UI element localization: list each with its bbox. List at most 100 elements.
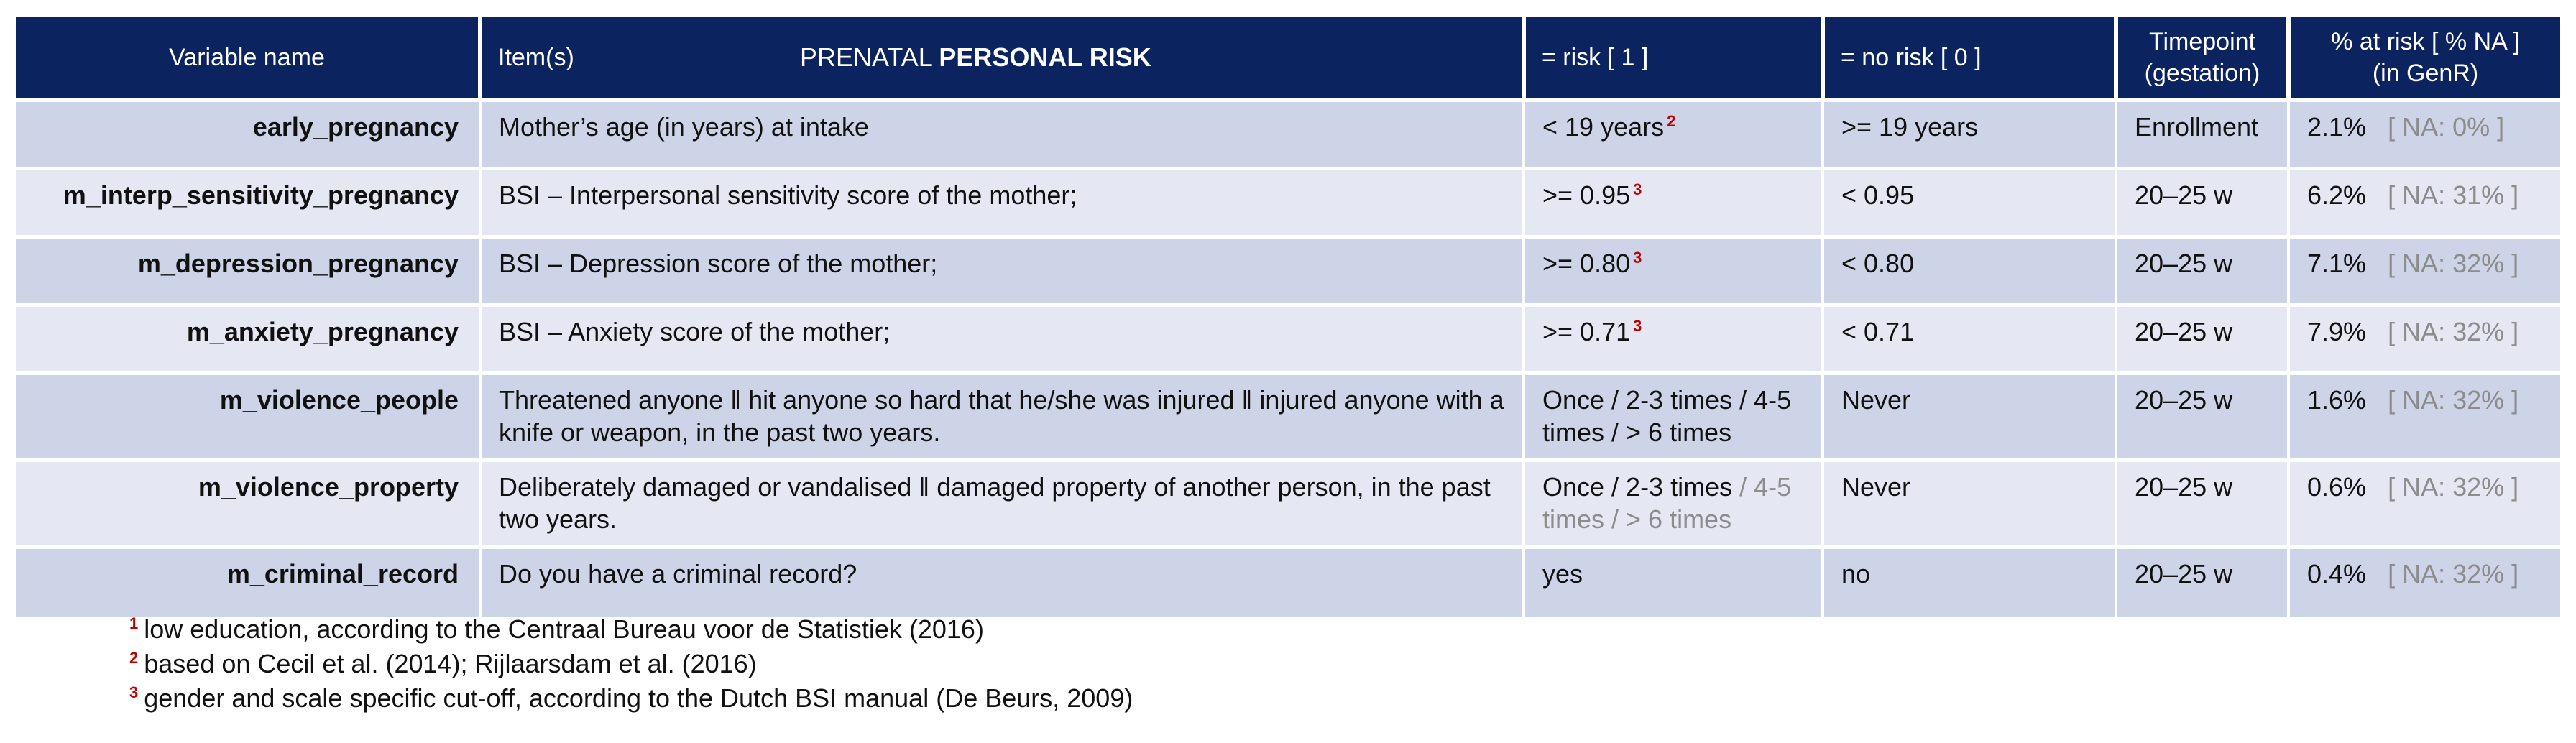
no-risk-cell: Never: [1823, 372, 2117, 461]
timepoint-cell: 20–25 w: [2116, 235, 2290, 305]
footnote-mark: 3: [129, 683, 139, 701]
header-row: Variable name Item(s) PRENATAL PERSONAL …: [16, 17, 2560, 101]
na-value: [ NA: 0% ]: [2388, 112, 2505, 142]
na-value: [ NA: 32% ]: [2388, 385, 2519, 415]
na-value: [ NA: 31% ]: [2388, 180, 2519, 210]
risk-value: >= 0.80: [1542, 249, 1631, 278]
pct-cell: 7.9% [ NA: 32% ]: [2288, 303, 2560, 374]
no-risk-cell: < 0.95: [1823, 167, 2117, 237]
no-risk-cell: >= 19 years: [1823, 98, 2117, 169]
table-row: m_depression_pregnancy BSI – Depression …: [16, 235, 2560, 305]
risk-cell: >= 0.95 3: [1524, 167, 1824, 237]
na-value: [ NA: 32% ]: [2388, 317, 2519, 346]
risk-value: >= 0.95: [1542, 180, 1631, 210]
table-row: m_violence_property Deliberately damaged…: [16, 458, 2560, 548]
no-risk-cell: no: [1823, 545, 2117, 617]
footnote-ref: 3: [1633, 317, 1642, 335]
header-pct-line2: (in GenR): [2372, 60, 2479, 87]
risk-value: < 19 years: [1542, 112, 1665, 142]
na-value: [ NA: 32% ]: [2388, 249, 2519, 278]
pct-value: 2.1%: [2307, 112, 2367, 142]
footnote-ref: 3: [1633, 249, 1642, 267]
variable-name-cell: m_violence_people: [16, 372, 482, 461]
pct-value: 0.6%: [2307, 472, 2367, 502]
footnote-ref: 2: [1667, 112, 1676, 130]
variable-name-cell: m_interp_sensitivity_pregnancy: [16, 167, 482, 237]
item-cell: Deliberately damaged or vandalised ǁ dam…: [480, 458, 1525, 548]
header-pct-at-risk: % at risk [ % NA ] (in GenR): [2288, 17, 2560, 101]
timepoint-cell: Enrollment: [2116, 98, 2290, 169]
pct-cell: 7.1% [ NA: 32% ]: [2288, 235, 2560, 305]
footnote-mark: 2: [129, 649, 139, 667]
footnote-text: gender and scale specific cut-off, accor…: [144, 683, 1133, 713]
no-risk-cell: < 0.80: [1823, 235, 2117, 305]
no-risk-cell: < 0.71: [1823, 303, 2117, 374]
risk-value: yes: [1542, 559, 1583, 589]
table-title-bold: PERSONAL RISK: [939, 42, 1151, 72]
risk-cell: Once / 2-3 times / 4-5 times / > 6 times: [1524, 458, 1824, 548]
table-row: early_pregnancy Mother’s age (in years) …: [16, 98, 2560, 169]
footnote-text: low education, according to the Centraal…: [144, 614, 984, 644]
risk-cell: < 19 years 2: [1524, 98, 1824, 169]
item-cell: BSI – Depression score of the mother;: [480, 235, 1525, 305]
header-items-label: Item(s): [498, 44, 574, 71]
pct-cell: 2.1% [ NA: 0% ]: [2288, 98, 2560, 169]
risk-cell: yes: [1524, 545, 1824, 617]
timepoint-cell: 20–25 w: [2116, 303, 2290, 374]
table-row: m_criminal_record Do you have a criminal…: [16, 545, 2560, 617]
footnote-mark: 1: [129, 614, 139, 632]
table-row: m_violence_people Threatened anyone ǁ hi…: [16, 372, 2560, 461]
header-timepoint-line2: (gestation): [2144, 60, 2260, 87]
footnote: 1 low education, according to the Centraa…: [129, 612, 1133, 647]
item-cell: BSI – Anxiety score of the mother;: [480, 303, 1525, 374]
pct-cell: 0.4% [ NA: 32% ]: [2288, 545, 2560, 617]
pct-value: 1.6%: [2307, 385, 2367, 415]
variable-name-cell: m_anxiety_pregnancy: [16, 303, 482, 374]
timepoint-cell: 20–25 w: [2116, 167, 2290, 237]
item-cell: Threatened anyone ǁ hit anyone so hard t…: [480, 372, 1525, 461]
timepoint-cell: 20–25 w: [2116, 458, 2290, 548]
pct-cell: 1.6% [ NA: 32% ]: [2288, 372, 2560, 461]
pct-value: 6.2%: [2307, 180, 2367, 210]
table-row: m_interp_sensitivity_pregnancy BSI – Int…: [16, 167, 2560, 237]
header-variable-name: Variable name: [16, 17, 482, 101]
header-pct-line1: % at risk [ % NA ]: [2331, 28, 2520, 55]
na-value: [ NA: 32% ]: [2388, 559, 2519, 589]
header-timepoint-line1: Timepoint: [2148, 28, 2256, 55]
na-value: [ NA: 32% ]: [2388, 472, 2519, 502]
no-risk-cell: Never: [1823, 458, 2117, 548]
risk-table: Variable name Item(s) PRENATAL PERSONAL …: [16, 17, 2560, 617]
risk-value-gray: / 4-5 times / > 6 times: [1542, 472, 1792, 534]
risk-value: Once / 2-3 times: [1542, 472, 1733, 502]
timepoint-cell: 20–25 w: [2116, 545, 2290, 617]
footnote: 3 gender and scale specific cut-off, acco…: [129, 681, 1133, 716]
table-title: PRENATAL PERSONAL RISK: [800, 42, 1151, 73]
item-cell: Mother’s age (in years) at intake: [480, 98, 1525, 169]
table-row: m_anxiety_pregnancy BSI – Anxiety score …: [16, 303, 2560, 374]
variable-name-cell: m_criminal_record: [16, 545, 482, 617]
risk-cell: >= 0.71 3: [1524, 303, 1824, 374]
header-items: Item(s) PRENATAL PERSONAL RISK: [480, 17, 1526, 101]
header-no-risk: = no risk [ 0 ]: [1823, 17, 2118, 101]
item-cell: Do you have a criminal record?: [480, 545, 1525, 617]
risk-cell: Once / 2-3 times / 4-5 times / > 6 times: [1524, 372, 1824, 461]
footnote: 2 based on Cecil et al. (2014); Rijlaarsd…: [129, 647, 1133, 681]
pct-cell: 0.6% [ NA: 32% ]: [2288, 458, 2560, 548]
risk-value: Once / 2-3 times / 4-5 times / > 6 times: [1542, 385, 1792, 447]
variable-name-cell: m_depression_pregnancy: [16, 235, 482, 305]
risk-cell: >= 0.80 3: [1524, 235, 1824, 305]
header-risk: = risk [ 1 ]: [1524, 17, 1825, 101]
pct-value: 7.1%: [2307, 249, 2367, 278]
variable-name-cell: early_pregnancy: [16, 98, 482, 169]
table-title-regular: PRENATAL: [800, 42, 932, 72]
footnote-text: based on Cecil et al. (2014); Rijlaarsda…: [144, 649, 757, 678]
item-cell: BSI – Interpersonal sensitivity score of…: [480, 167, 1525, 237]
pct-cell: 6.2% [ NA: 31% ]: [2288, 167, 2560, 237]
footnotes: 1 low education, according to the Centraa…: [129, 612, 1133, 716]
risk-value: >= 0.71: [1542, 317, 1631, 346]
pct-value: 0.4%: [2307, 559, 2367, 589]
pct-value: 7.9%: [2307, 317, 2367, 346]
variable-name-cell: m_violence_property: [16, 458, 482, 548]
footnote-ref: 3: [1633, 180, 1642, 198]
header-timepoint: Timepoint (gestation): [2116, 17, 2291, 101]
